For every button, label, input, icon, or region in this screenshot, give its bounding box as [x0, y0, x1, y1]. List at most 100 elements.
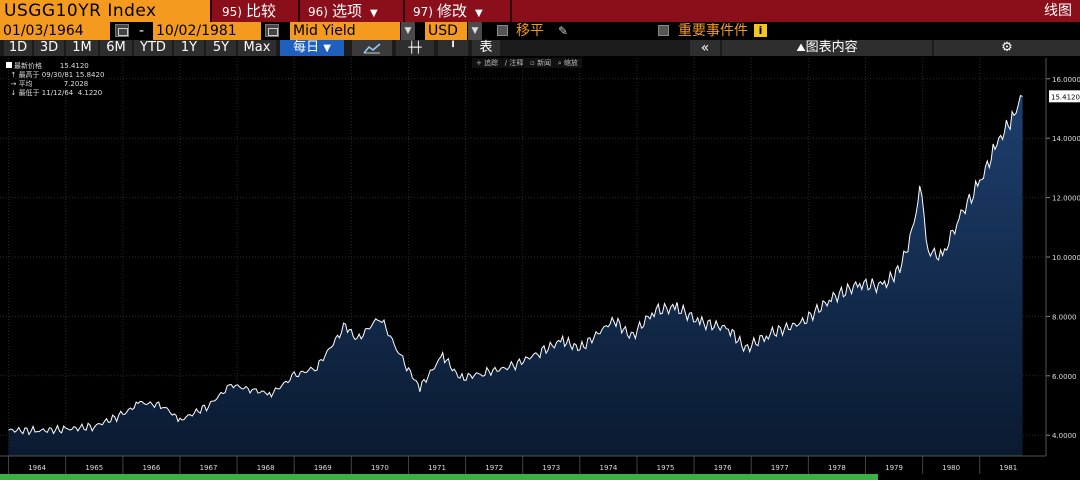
progress-bar [0, 474, 878, 480]
header-divider [510, 0, 512, 22]
compare-menu-button[interactable]: 95) 比较 [214, 0, 296, 22]
modify-menu-button[interactable]: 97) 修改 ▼ [405, 0, 509, 22]
menu-number: 96) [308, 5, 328, 19]
header-bar [0, 0, 1080, 22]
yield-line [8, 94, 1023, 436]
candlestick-icon: ┼┼ [408, 41, 422, 54]
y-tick-label: 16.0000 [1052, 76, 1080, 84]
legend-low-value: 4.1220 [77, 89, 103, 97]
yield-area [8, 95, 1023, 456]
line-chart-type-button[interactable] [352, 40, 392, 56]
compare-label: 比较 [245, 2, 276, 20]
chart-mini-toolbar: + 追踪 ∕ 注释 ▫ 新闻 ⌕ 缩放 [472, 58, 582, 68]
chart-content-label: 图表内容 [805, 40, 858, 55]
tick-icon: ╹ [449, 41, 457, 54]
chart-content-button[interactable]: ⛰图表内容 [722, 40, 932, 56]
settings-gear-button[interactable]: ⚙ [934, 40, 1080, 56]
legend-high-value: 15.8420 [75, 71, 105, 79]
modify-label: 修改 [436, 2, 467, 20]
events-label: 重要事件件 [678, 23, 748, 39]
events-checkbox[interactable] [658, 25, 669, 36]
calendar-icon[interactable] [265, 24, 279, 37]
range-6m-button[interactable]: 6M [100, 40, 132, 56]
x-tick-label: 1979 [885, 464, 903, 472]
x-tick-label: 1974 [599, 464, 617, 472]
x-tick-label: 1971 [428, 464, 446, 472]
range-1m-button[interactable]: 1M [66, 40, 98, 56]
chevron-down-icon: ▼ [369, 8, 378, 19]
chart-grid [0, 58, 1046, 456]
x-tick-label: 1967 [200, 464, 218, 472]
annotate-tool[interactable]: 注释 [509, 59, 524, 67]
calendar-icon[interactable] [115, 24, 129, 37]
header-divider [298, 0, 300, 22]
legend-last-value: 15.4120 [59, 62, 89, 70]
candlestick-button[interactable]: ┼┼ [396, 40, 434, 56]
track-tool[interactable]: 追踪 [484, 59, 499, 67]
x-tick-label: 1964 [28, 464, 46, 472]
last-price-tag: 15.4120 [1049, 90, 1080, 103]
zoom-icon: ⌕ [557, 59, 562, 67]
ticker-field[interactable]: USGG10YR Index [0, 0, 210, 22]
menu-number: 97) [413, 5, 433, 19]
table-view-button[interactable]: 表 [472, 40, 500, 56]
options-label: 选项 [331, 2, 362, 20]
legend-last-label: 最新价格 [14, 62, 42, 70]
legend-high-marker: ↑ [10, 71, 17, 79]
end-date-input[interactable]: 10/02/1981 [153, 22, 261, 40]
news-tool[interactable]: 新闻 [537, 59, 552, 67]
y-tick-label: 10.0000 [1052, 254, 1080, 262]
last-price-box [1049, 90, 1080, 103]
currency-select[interactable]: USD [425, 22, 467, 40]
y-tick-label: 14.0000 [1052, 135, 1080, 143]
range-max-button[interactable]: Max [238, 40, 276, 56]
x-tick-label: 1980 [942, 464, 960, 472]
range-5y-button[interactable]: 5Y [206, 40, 236, 56]
header-divider [403, 0, 405, 22]
menu-number: 95) [222, 5, 242, 19]
header-divider [210, 0, 212, 22]
news-icon: ▫ [530, 59, 535, 67]
frequency-select[interactable]: 每日 ▼ [280, 40, 344, 56]
line-chart-view-label[interactable]: 线图 [1044, 3, 1072, 19]
y-tick-label: 6.0000 [1052, 373, 1077, 381]
pencil-icon[interactable]: ✎ [558, 24, 569, 38]
chevron-down-icon: ▼ [323, 43, 331, 54]
x-tick-label: 1968 [257, 464, 275, 472]
frequency-label: 每日 [293, 40, 320, 55]
legend-swatch [6, 62, 12, 68]
date-separator: - [139, 23, 145, 39]
x-tick-label: 1966 [142, 464, 160, 472]
y-axis: 4.0000 6.0000 8.0000 10.0000 12.0000 14.0000 1… [1045, 58, 1080, 456]
legend-avg-label: 平均 [18, 80, 33, 88]
move-label: 移平 [516, 23, 544, 39]
chevron-down-icon[interactable]: ▼ [401, 22, 415, 40]
x-tick-label: 1970 [371, 464, 389, 472]
range-1y-button[interactable]: 1Y [174, 40, 204, 56]
start-date-input[interactable]: 01/03/1964 [0, 22, 110, 40]
field-select[interactable]: Mid Yield [290, 22, 400, 40]
zoom-tool[interactable]: 缩放 [563, 59, 578, 67]
chevron-down-icon[interactable]: ▼ [468, 22, 482, 40]
x-tick-label: 1978 [828, 464, 846, 472]
collapse-icon[interactable]: « [690, 40, 720, 56]
range-1d-button[interactable]: 1D [4, 40, 32, 56]
range-3d-button[interactable]: 3D [34, 40, 64, 56]
chart-legend: 最新价格 15.4120 ↑ 最高于 09/30/81 15.8420 → 平均… [6, 62, 104, 98]
annotate-icon: ∕ [504, 59, 508, 67]
price-chart[interactable]: 4.0000 6.0000 8.0000 10.0000 12.0000 14.0000 1… [0, 56, 1080, 480]
x-tick-label: 1981 [999, 464, 1017, 472]
info-icon[interactable]: i [754, 24, 767, 37]
x-tick-label: 1965 [85, 464, 103, 472]
last-price-value: 15.4120 [1051, 93, 1080, 101]
options-menu-button[interactable]: 96) 选项 ▼ [300, 0, 402, 22]
x-tick-label: 1976 [714, 464, 732, 472]
legend-avg-value: 7.2028 [63, 80, 89, 88]
move-checkbox[interactable] [497, 25, 508, 36]
x-tick-label: 1975 [657, 464, 675, 472]
x-tick-label: 1977 [771, 464, 789, 472]
line-chart-icon [363, 42, 381, 53]
range-ytd-button[interactable]: YTD [134, 40, 172, 56]
y-tick-label: 12.0000 [1052, 195, 1080, 203]
bar-style-button[interactable]: ╹ [438, 40, 468, 56]
